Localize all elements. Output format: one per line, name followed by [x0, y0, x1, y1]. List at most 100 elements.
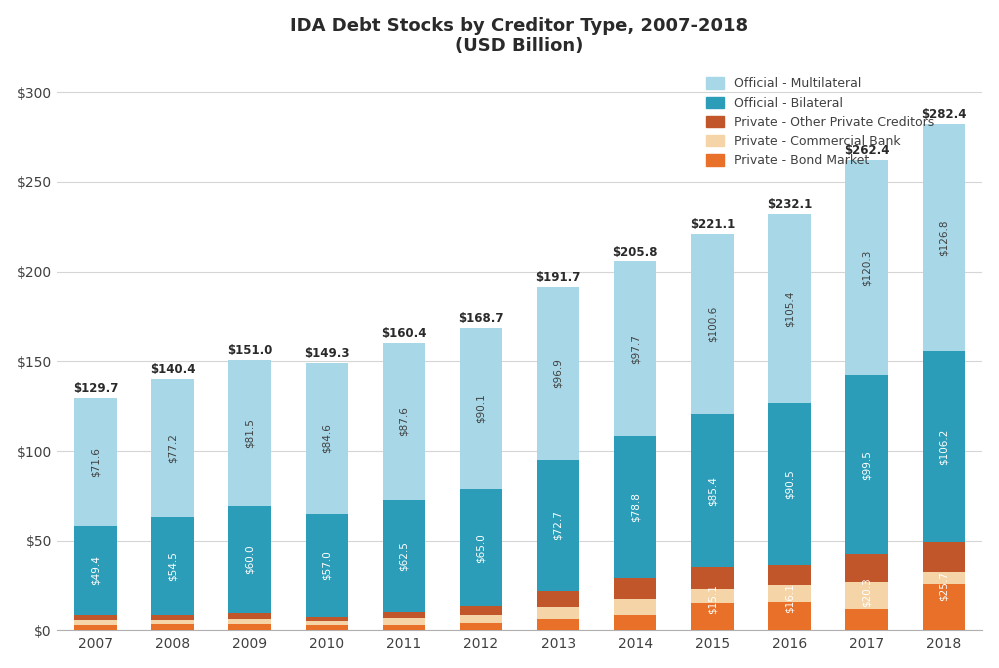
Bar: [151, 379, 194, 517]
Bar: [922, 584, 965, 631]
Text: $71.6: $71.6: [90, 447, 100, 477]
Bar: [383, 343, 425, 500]
Text: $65.0: $65.0: [476, 533, 486, 562]
Text: $191.7: $191.7: [535, 271, 580, 284]
Bar: [614, 615, 656, 631]
Text: $160.4: $160.4: [381, 327, 427, 340]
Bar: [383, 500, 425, 612]
Bar: [768, 585, 811, 601]
Text: $97.7: $97.7: [630, 334, 640, 364]
Text: $90.5: $90.5: [784, 470, 794, 499]
Text: $100.6: $100.6: [707, 306, 717, 342]
Bar: [536, 591, 579, 607]
Bar: [306, 363, 348, 514]
Text: $140.4: $140.4: [150, 363, 195, 376]
Bar: [74, 625, 117, 631]
Bar: [536, 287, 579, 460]
Bar: [691, 589, 733, 603]
Bar: [845, 160, 888, 375]
Bar: [922, 572, 965, 584]
Text: $105.4: $105.4: [784, 291, 794, 327]
Bar: [691, 414, 733, 567]
Text: $99.5: $99.5: [862, 450, 872, 480]
Text: $96.9: $96.9: [553, 359, 563, 388]
Text: $57.0: $57.0: [322, 550, 332, 580]
Bar: [151, 517, 194, 615]
Bar: [460, 490, 502, 606]
Text: $84.6: $84.6: [322, 424, 332, 454]
Bar: [306, 625, 348, 631]
Text: $20.3: $20.3: [862, 577, 872, 607]
Bar: [229, 619, 271, 623]
Bar: [768, 214, 811, 403]
Bar: [460, 328, 502, 490]
Bar: [151, 620, 194, 624]
Text: $151.0: $151.0: [227, 344, 273, 357]
Bar: [845, 375, 888, 554]
Text: $25.7: $25.7: [939, 571, 949, 601]
Bar: [306, 514, 348, 617]
Text: $72.7: $72.7: [553, 510, 563, 540]
Bar: [691, 234, 733, 414]
Bar: [229, 613, 271, 619]
Bar: [383, 612, 425, 618]
Text: $149.3: $149.3: [304, 347, 350, 360]
Bar: [922, 124, 965, 351]
Bar: [614, 436, 656, 578]
Bar: [74, 620, 117, 625]
Text: $282.4: $282.4: [921, 108, 966, 121]
Text: $78.8: $78.8: [630, 492, 640, 522]
Bar: [536, 607, 579, 619]
Bar: [614, 261, 656, 436]
Bar: [536, 460, 579, 591]
Bar: [768, 403, 811, 565]
Bar: [536, 619, 579, 631]
Text: $54.5: $54.5: [168, 551, 178, 581]
Bar: [151, 624, 194, 631]
Legend: Official - Multilateral, Official - Bilateral, Private - Other Private Creditors: Official - Multilateral, Official - Bila…: [706, 77, 934, 167]
Bar: [306, 621, 348, 625]
Bar: [74, 397, 117, 526]
Bar: [460, 606, 502, 615]
Text: $49.4: $49.4: [90, 556, 100, 585]
Text: $16.1: $16.1: [784, 583, 794, 613]
Bar: [460, 623, 502, 631]
Bar: [845, 582, 888, 609]
Bar: [229, 359, 271, 506]
Bar: [614, 599, 656, 615]
Text: $90.1: $90.1: [476, 393, 486, 424]
Bar: [306, 617, 348, 621]
Text: $168.7: $168.7: [459, 312, 503, 325]
Bar: [845, 609, 888, 631]
Bar: [229, 506, 271, 613]
Text: $262.4: $262.4: [844, 144, 889, 157]
Text: $87.6: $87.6: [399, 406, 409, 436]
Text: $60.0: $60.0: [245, 544, 255, 574]
Bar: [768, 565, 811, 585]
Text: $106.2: $106.2: [939, 428, 949, 465]
Bar: [845, 554, 888, 582]
Bar: [74, 526, 117, 615]
Bar: [383, 618, 425, 625]
Bar: [922, 542, 965, 572]
Bar: [768, 601, 811, 631]
Bar: [74, 615, 117, 620]
Bar: [460, 615, 502, 623]
Bar: [151, 615, 194, 620]
Bar: [691, 603, 733, 631]
Bar: [922, 351, 965, 542]
Bar: [383, 625, 425, 631]
Text: $129.7: $129.7: [73, 382, 118, 395]
Text: $221.1: $221.1: [689, 218, 735, 231]
Text: $232.1: $232.1: [767, 198, 812, 211]
Title: IDA Debt Stocks by Creditor Type, 2007-2018
(USD Billion): IDA Debt Stocks by Creditor Type, 2007-2…: [291, 17, 748, 55]
Text: $81.5: $81.5: [245, 418, 255, 448]
Text: $15.1: $15.1: [707, 584, 717, 614]
Bar: [614, 578, 656, 599]
Text: $126.8: $126.8: [939, 219, 949, 256]
Text: $85.4: $85.4: [707, 476, 717, 506]
Text: $205.8: $205.8: [612, 246, 658, 259]
Text: $62.5: $62.5: [399, 541, 409, 570]
Bar: [229, 623, 271, 631]
Text: $120.3: $120.3: [862, 249, 872, 286]
